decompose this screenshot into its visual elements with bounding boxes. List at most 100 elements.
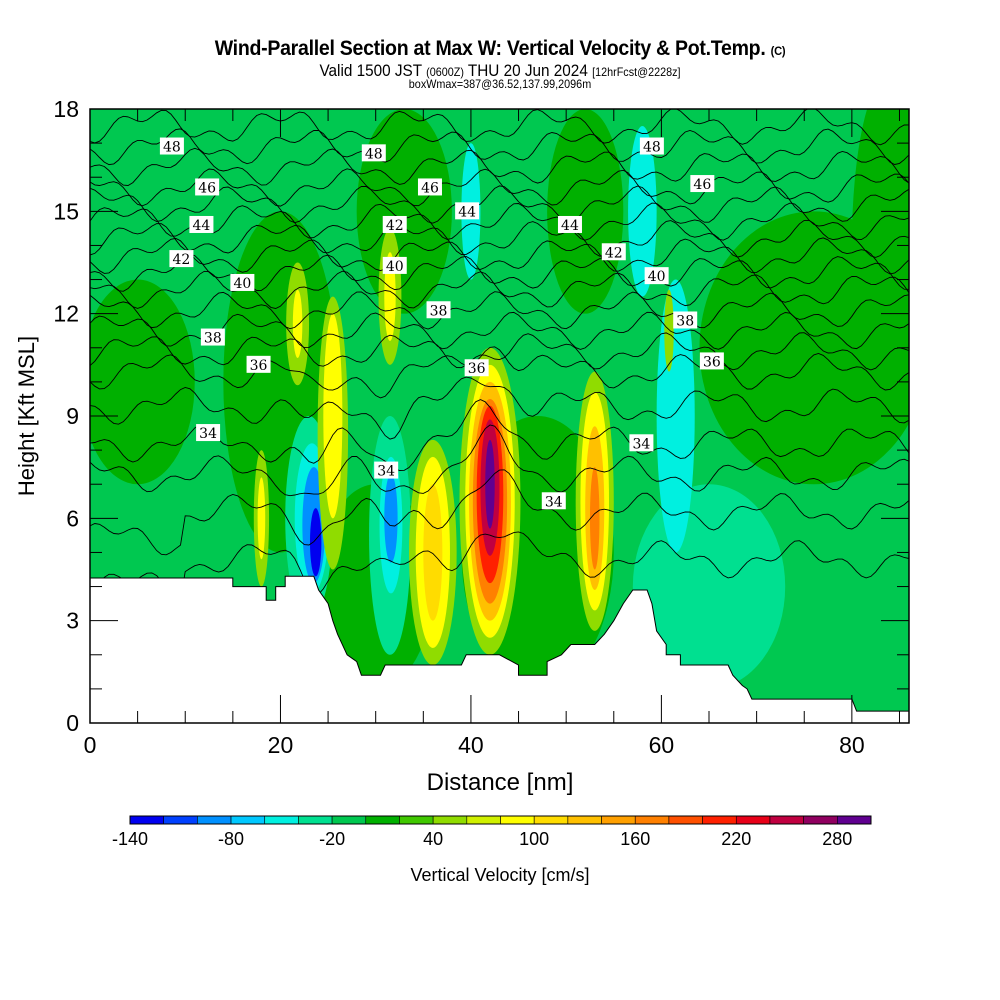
colorbar-tick-label: 280	[822, 829, 852, 849]
w-feature	[485, 439, 495, 529]
w-feature	[90, 279, 195, 485]
theta-contour-37	[90, 332, 909, 371]
contour-label: 40	[382, 256, 407, 275]
contour-label-bg	[673, 311, 698, 329]
contour-label-bg	[382, 215, 407, 233]
contour-label-text: 46	[198, 180, 216, 196]
colorbar-swatch	[803, 815, 838, 825]
contour-label: 34	[629, 434, 654, 452]
contour-label: 42	[169, 250, 194, 268]
contour-label-bg	[382, 256, 407, 274]
w-feature	[292, 289, 303, 359]
theta-contours	[90, 109, 909, 601]
contour-label-bg	[690, 175, 715, 193]
contour-label-bg	[200, 328, 225, 346]
contour-label-text: 38	[430, 303, 448, 319]
contour-label-text: 44	[458, 204, 476, 220]
colorbar-swatch	[668, 815, 703, 825]
theta-contour-40	[90, 270, 909, 309]
w-feature	[384, 252, 396, 341]
contour-label-text: 42	[386, 218, 404, 234]
valid-time: Valid 1500 JST	[319, 61, 422, 80]
chart-subtitle: Valid 1500 JST (0600Z) THU 20 Jun 2024 […	[50, 61, 950, 81]
x-tick-label: 60	[649, 732, 675, 758]
contour-label-text: 48	[163, 140, 181, 156]
contour-labels: 48 48 48 46 46 46 44 44 44 42 42 42 40 40 40 38 38 38 36 36…	[159, 137, 724, 510]
contour-label: 46	[417, 178, 442, 196]
w-feature	[257, 477, 266, 560]
y-tick-label: 18	[53, 96, 79, 122]
contour-label: 38	[673, 311, 698, 329]
colorbar-swatch	[533, 815, 569, 825]
contour-label-text: 38	[676, 313, 694, 329]
w-feature	[589, 467, 600, 570]
contour-label-text: 34	[545, 494, 563, 510]
contour-label-bg	[629, 434, 654, 452]
colorbar-label: Vertical Velocity [cm/s]	[410, 865, 589, 885]
contour-label: 36	[246, 355, 271, 374]
vertical-velocity-field	[90, 109, 909, 723]
contour-label: 36	[464, 359, 489, 377]
w-feature	[323, 313, 343, 519]
colorbar-swatch	[769, 815, 804, 825]
colorbar-tick-label: 220	[721, 829, 751, 849]
w-feature	[384, 473, 398, 563]
contour-label-text: 48	[643, 140, 661, 156]
colorbar-frame	[129, 815, 872, 825]
x-tick-label: 20	[268, 732, 294, 758]
colorbar-swatch	[837, 815, 872, 825]
colorbar-tick-label: 160	[620, 829, 650, 849]
y-tick-label: 0	[66, 710, 79, 736]
utc-time: (0600Z)	[426, 65, 464, 79]
contour-label-text: 48	[365, 146, 383, 162]
contour-label-text: 42	[173, 252, 191, 268]
contour-label: 48	[639, 137, 664, 156]
colorbar-swatch	[163, 815, 198, 825]
contour-label-text: 38	[204, 331, 222, 347]
contour-label: 48	[361, 144, 386, 162]
w-feature	[309, 508, 322, 577]
contour-label: 40	[644, 267, 669, 285]
contour-label-bg	[464, 359, 489, 377]
colorbar-swatch	[500, 815, 535, 825]
contour-label-bg	[426, 301, 451, 319]
theta-contour-45	[90, 185, 909, 224]
w-feature	[664, 289, 674, 372]
x-tick-label: 0	[84, 732, 97, 758]
x-axis-label: Distance [nm]	[427, 769, 574, 796]
contour-label: 44	[189, 215, 214, 234]
colorbar-swatch	[399, 815, 434, 825]
contour-label-text: 34	[377, 464, 395, 480]
colorbar-swatch	[466, 815, 501, 825]
contour-label: 46	[690, 175, 715, 193]
colorbar-swatch	[129, 815, 164, 825]
y-tick-label: 12	[53, 301, 79, 327]
contour-label-bg	[246, 355, 271, 373]
valid-date: THU 20 Jun 2024	[467, 61, 588, 80]
colorbar-swatch	[567, 815, 602, 825]
contour-label-bg	[159, 137, 184, 155]
contour-label-bg	[195, 178, 220, 196]
theta-contour-47	[90, 147, 909, 186]
y-tick-label: 3	[66, 608, 79, 634]
contour-label-text: 46	[421, 180, 439, 196]
contour-label: 34	[196, 424, 221, 442]
theta-contour-42	[90, 237, 909, 275]
box-wmax-info: boxWmax=387@36.52,137.99,2096m	[408, 77, 592, 91]
theta-contour-34	[90, 399, 909, 471]
colorbar-swatch	[634, 815, 670, 825]
contour-label-bg	[455, 202, 480, 220]
contour-label-text: 44	[193, 218, 211, 234]
theta-contour-39	[90, 291, 909, 330]
contour-label-bg	[541, 492, 566, 510]
theta-contour-33	[90, 424, 909, 497]
w-feature	[356, 109, 452, 314]
contour-label: 40	[230, 273, 255, 292]
contour-label-text: 40	[233, 276, 251, 292]
contour-label-bg	[557, 215, 582, 233]
colorbar-swatch	[432, 815, 468, 825]
contour-label-bg	[639, 137, 664, 155]
contour-label: 42	[382, 215, 407, 234]
